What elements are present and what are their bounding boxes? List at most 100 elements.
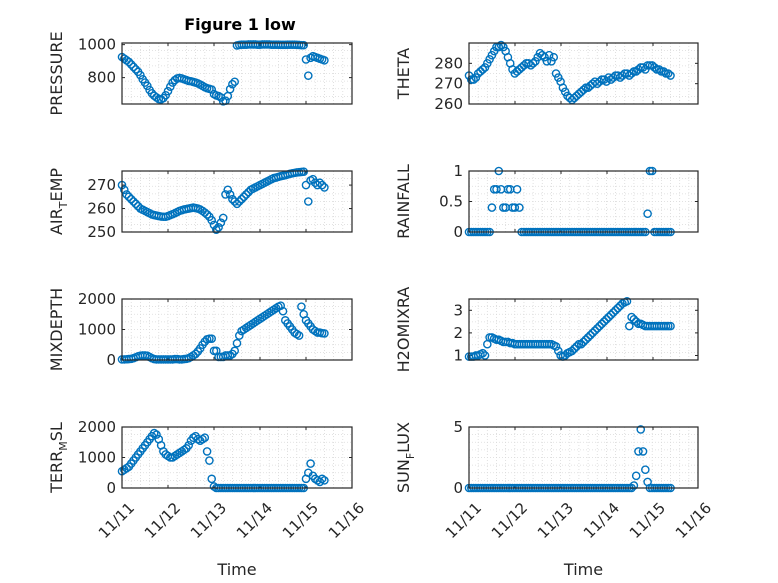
data-point (666, 71, 675, 80)
data-point (636, 425, 646, 434)
xtick-label: 11/12 (141, 499, 184, 542)
data-point (120, 185, 129, 195)
xtick-label: 11/16 (672, 499, 715, 542)
data-point (276, 301, 286, 311)
axes-box (121, 170, 353, 233)
data-point (590, 326, 600, 335)
data-point (230, 77, 239, 87)
data-point (654, 65, 664, 74)
data-point (241, 190, 251, 199)
ylabel-rainfall: RAINFALL (394, 164, 413, 239)
ytick-label: 260 (434, 95, 463, 113)
xtick-label: 11/15 (626, 499, 669, 542)
panel-air-temp: 250 260 270 AIRTEMP (47, 167, 353, 241)
figure-title: Figure 1 low (184, 15, 296, 34)
data-point (294, 331, 304, 340)
data-point (551, 342, 561, 351)
data-point (613, 303, 623, 313)
data-point (200, 208, 210, 217)
data-point (643, 209, 652, 218)
ylabel-mixdepth: MIXDEPTH (47, 288, 66, 371)
data-point (299, 167, 309, 176)
ylabel-h2omixra: H2OMIXRA (394, 287, 413, 373)
data-point (320, 56, 329, 65)
markers-mixdepth (117, 301, 329, 364)
ytick-label: 270 (87, 176, 116, 194)
data-point (124, 192, 134, 202)
data-point (163, 86, 173, 96)
data-point (588, 328, 597, 338)
data-point (216, 218, 226, 227)
data-point (659, 67, 668, 76)
axes-box (121, 426, 353, 489)
data-point (663, 69, 673, 78)
ytick-label: 1000 (78, 36, 116, 54)
data-point (207, 85, 216, 94)
data-point (627, 69, 636, 78)
data-point (303, 197, 313, 206)
data-point (478, 348, 488, 358)
data-point (214, 223, 223, 232)
ytick-label: 0 (453, 223, 463, 241)
data-point (528, 59, 538, 68)
data-point (228, 79, 237, 89)
ytick-label: 250 (87, 223, 116, 241)
data-point (579, 337, 588, 347)
data-point (583, 333, 593, 342)
panel-rainfall: 0 0.5 1 RAINFALL (394, 162, 699, 241)
data-point (225, 84, 235, 94)
data-point (221, 190, 230, 199)
data-point (317, 180, 327, 190)
ytick-label: 270 (434, 75, 463, 93)
data-point (666, 321, 675, 331)
data-point (303, 71, 313, 80)
ytick-label: 1 (453, 162, 463, 180)
data-point (207, 334, 216, 343)
data-point (205, 456, 214, 465)
data-point (129, 197, 138, 206)
data-point (297, 302, 306, 311)
data-point (515, 203, 524, 212)
ytick-label: 2000 (78, 290, 116, 308)
markers-air-temp (117, 167, 329, 234)
ytick-label: 0 (106, 351, 116, 369)
data-point (124, 57, 134, 67)
data-point (586, 330, 595, 340)
data-point (320, 329, 329, 338)
data-point (129, 62, 138, 72)
data-point (631, 471, 641, 481)
data-point (650, 63, 659, 72)
data-point (629, 481, 639, 490)
data-point (510, 203, 520, 212)
ylabel-pressure: PRESSURE (47, 31, 66, 115)
data-point (230, 346, 239, 356)
ytick-label: 0 (453, 479, 463, 497)
data-point (306, 459, 315, 468)
xtick-label: 11/13 (187, 499, 230, 542)
data-point (126, 194, 136, 204)
xlabel-time: Time (563, 560, 603, 579)
data-point (492, 184, 501, 194)
data-point (234, 331, 244, 340)
ytick-label: 5 (453, 418, 463, 436)
data-point (581, 335, 591, 344)
data-point (207, 215, 216, 225)
data-point (549, 52, 559, 62)
xtick-label: 11/12 (488, 499, 531, 542)
data-point (122, 190, 131, 199)
ytick-label: 280 (434, 54, 463, 72)
data-point (232, 199, 242, 209)
data-point (126, 60, 136, 69)
panel-theta: 260 270 280 THETA (394, 40, 699, 113)
panel-h2omixra: 1 2 3 H2OMIXRA (394, 287, 699, 373)
data-point (512, 184, 522, 194)
ytick-label: 260 (87, 200, 116, 218)
ytick-label: 0.5 (439, 193, 463, 211)
xtick-label: 11/11 (95, 499, 138, 542)
data-point (611, 305, 620, 315)
data-point (631, 317, 641, 326)
data-point (625, 321, 634, 331)
data-point (627, 312, 636, 322)
ytick-label: 3 (453, 301, 463, 319)
